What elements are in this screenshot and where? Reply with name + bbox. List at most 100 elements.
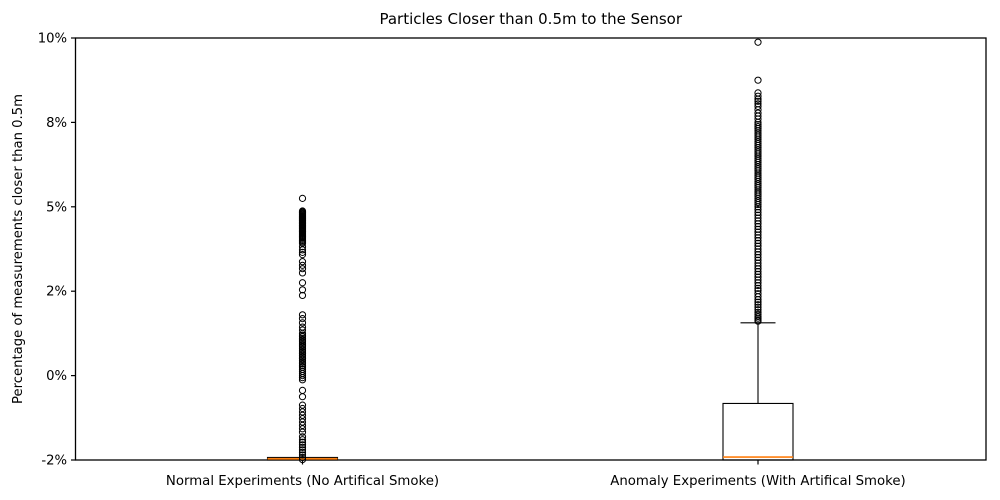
outlier-point-normal bbox=[298, 436, 307, 444]
outlier-point-anomaly bbox=[754, 296, 762, 304]
outlier-point-normal bbox=[298, 265, 307, 273]
outlier-point-normal bbox=[298, 404, 307, 413]
outlier-point-normal bbox=[298, 421, 307, 429]
outlier-point-normal bbox=[298, 372, 307, 380]
outlier-point-anomaly bbox=[754, 279, 762, 287]
outlier-point-normal bbox=[298, 453, 307, 462]
outlier-point-normal bbox=[298, 438, 307, 446]
y-tick-label: -2% bbox=[41, 454, 67, 469]
outlier-point-anomaly bbox=[754, 273, 762, 281]
outlier-point-normal bbox=[298, 251, 307, 259]
outlier-point-normal bbox=[298, 428, 307, 436]
outlier-point-normal bbox=[298, 415, 307, 423]
outlier-point-anomaly bbox=[754, 203, 762, 211]
y-tick-label: 10% bbox=[38, 32, 67, 47]
outlier-point-normal bbox=[298, 448, 307, 457]
outlier-point-anomaly bbox=[754, 198, 762, 207]
outlier-point-normal bbox=[298, 408, 307, 416]
outlier-point-anomaly bbox=[754, 211, 762, 219]
outlier-point-anomaly bbox=[754, 256, 762, 264]
outlier-point-anomaly bbox=[754, 217, 762, 225]
outlier-point-normal bbox=[298, 401, 307, 409]
outlier-point-anomaly bbox=[754, 38, 762, 46]
outlier-point-anomaly bbox=[754, 306, 762, 314]
outlier-point-normal bbox=[298, 455, 307, 464]
outlier-point-anomaly bbox=[754, 317, 762, 325]
outlier-point-anomaly bbox=[754, 95, 762, 103]
outlier-point-normal bbox=[298, 443, 307, 451]
outlier-point-normal bbox=[298, 248, 307, 256]
outlier-point-normal bbox=[298, 261, 307, 269]
outlier-point-anomaly bbox=[754, 222, 762, 231]
outlier-point-anomaly bbox=[754, 267, 762, 276]
outlier-point-anomaly bbox=[754, 245, 762, 253]
y-tick-label: 8% bbox=[46, 116, 67, 131]
chart-title: Particles Closer than 0.5m to the Sensor bbox=[379, 10, 682, 28]
box-anomaly bbox=[722, 402, 794, 461]
outlier-point-anomaly bbox=[754, 301, 762, 309]
outlier-point-anomaly bbox=[754, 270, 762, 278]
outlier-point-normal bbox=[298, 194, 307, 202]
outlier-point-normal bbox=[298, 446, 307, 454]
outlier-point-normal bbox=[298, 441, 307, 449]
y-tick-label: 5% bbox=[46, 200, 67, 215]
x-tick-label: Anomaly Experiments (With Artifical Smok… bbox=[610, 474, 906, 489]
outlier-point-anomaly bbox=[754, 262, 762, 270]
outlier-point-normal bbox=[298, 411, 307, 419]
outlier-point-normal bbox=[298, 386, 307, 394]
outlier-point-anomaly bbox=[754, 236, 762, 245]
outlier-point-anomaly bbox=[754, 228, 762, 236]
outlier-point-normal bbox=[298, 258, 307, 266]
outlier-point-normal bbox=[298, 326, 307, 334]
outlier-point-anomaly bbox=[754, 214, 762, 222]
outlier-point-anomaly bbox=[754, 225, 762, 233]
outlier-point-anomaly bbox=[754, 102, 762, 110]
x-tick-label: Normal Experiments (No Artifical Smoke) bbox=[166, 474, 439, 489]
outlier-point-anomaly bbox=[754, 298, 762, 306]
outlier-point-normal bbox=[298, 376, 307, 384]
y-tick-label: 2% bbox=[46, 285, 67, 300]
outlier-point-anomaly bbox=[754, 239, 762, 247]
outlier-point-anomaly bbox=[754, 248, 762, 256]
outlier-point-normal bbox=[298, 291, 307, 300]
outlier-point-anomaly bbox=[754, 259, 762, 267]
outlier-point-anomaly bbox=[754, 92, 762, 100]
outlier-point-anomaly bbox=[754, 234, 762, 242]
outlier-point-anomaly bbox=[754, 251, 762, 259]
outlier-point-normal bbox=[298, 311, 307, 319]
outlier-point-anomaly bbox=[754, 293, 762, 301]
outlier-point-anomaly bbox=[754, 284, 762, 292]
outlier-point-anomaly bbox=[754, 276, 762, 284]
outlier-point-normal bbox=[298, 393, 307, 401]
outlier-point-normal bbox=[298, 286, 307, 294]
outlier-point-normal bbox=[298, 418, 307, 426]
outlier-point-normal bbox=[298, 425, 307, 433]
outlier-point-anomaly bbox=[754, 200, 762, 209]
outlier-point-normal bbox=[298, 319, 307, 327]
outlier-point-normal bbox=[298, 374, 307, 382]
outlier-point-anomaly bbox=[754, 220, 762, 228]
outlier-point-anomaly bbox=[754, 76, 762, 84]
outlier-point-anomaly bbox=[754, 97, 762, 105]
outlier-point-normal bbox=[298, 315, 307, 323]
outlier-point-anomaly bbox=[754, 310, 762, 319]
outlier-point-anomaly bbox=[754, 115, 762, 123]
outlier-point-normal bbox=[298, 451, 307, 459]
outlier-point-anomaly bbox=[754, 265, 762, 273]
outlier-point-anomaly bbox=[754, 231, 762, 239]
outlier-point-normal bbox=[298, 243, 307, 251]
outlier-point-normal bbox=[298, 269, 307, 277]
y-tick-label: 0% bbox=[46, 369, 67, 384]
plot-frame bbox=[74, 37, 987, 461]
outlier-point-normal bbox=[298, 246, 307, 254]
outlier-point-anomaly bbox=[754, 208, 762, 217]
outlier-point-anomaly bbox=[754, 303, 762, 311]
outlier-point-anomaly bbox=[754, 253, 762, 262]
outlier-point-anomaly bbox=[754, 281, 762, 290]
outlier-point-normal bbox=[298, 279, 307, 287]
outlier-point-anomaly bbox=[754, 206, 762, 214]
outlier-point-anomaly bbox=[754, 242, 762, 250]
y-axis-label: Percentage of measurements closer than 0… bbox=[11, 94, 26, 404]
